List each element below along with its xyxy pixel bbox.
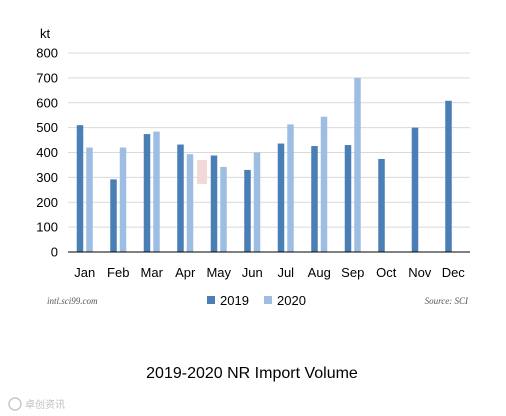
x-tick-label: Oct xyxy=(376,265,397,280)
legend-label: 2019 xyxy=(220,293,249,308)
watermark-badge-icon xyxy=(8,397,22,411)
bars xyxy=(76,77,452,253)
bar-2019-Jun xyxy=(244,169,251,252)
bar-2020-Sep xyxy=(354,77,361,252)
x-tick-label: Sep xyxy=(341,265,364,280)
x-category-labels: Jan Feb Mar Apr May Jun Jul Aug Sep Oct Nov Dec xyxy=(74,265,465,280)
y-unit-label: kt xyxy=(40,26,51,41)
x-tick-label: Aug xyxy=(308,265,331,280)
bar-2019-Apr xyxy=(177,144,184,252)
x-tick-label: Jul xyxy=(277,265,294,280)
bar-2020-Aug xyxy=(320,116,328,253)
y-tick-label: 500 xyxy=(36,120,58,135)
y-tick-label: 800 xyxy=(36,46,58,61)
x-tick-label: Dec xyxy=(442,265,466,280)
corner-watermark-text: 卓创资讯 xyxy=(25,398,65,411)
bar-2020-Jan xyxy=(86,147,93,252)
y-tick-label: 600 xyxy=(36,95,58,110)
y-tick-label: 400 xyxy=(36,145,58,160)
bar-2019-Dec xyxy=(445,100,452,252)
bar-2019-Aug xyxy=(311,146,318,252)
x-tick-label: Apr xyxy=(175,265,196,280)
bar-2019-Nov xyxy=(411,127,419,252)
x-tick-label: Nov xyxy=(408,265,432,280)
bar-2020-May xyxy=(220,166,227,252)
legend-label: 2020 xyxy=(277,293,306,308)
bar-2019-Jan xyxy=(76,125,84,252)
bar-2020-Apr xyxy=(186,154,194,252)
watermark xyxy=(197,160,207,184)
bar-2020-Jul xyxy=(287,124,294,252)
bar-2020-Mar xyxy=(153,131,160,252)
y-tick-labels: 0 100 200 300 400 500 600 700 800 xyxy=(36,46,58,260)
legend-swatch-2019 xyxy=(207,296,215,304)
bar-2019-Sep xyxy=(344,145,352,252)
bar-2020-Feb xyxy=(119,147,127,252)
source-note: Source: SCI xyxy=(425,296,469,306)
legend: 2019 2020 xyxy=(207,293,306,308)
bar-2019-Feb xyxy=(110,179,117,252)
x-tick-label: May xyxy=(206,265,231,280)
y-tick-label: 300 xyxy=(36,170,58,185)
chart-caption: 2019-2020 NR Import Volume xyxy=(146,365,358,382)
x-tick-label: Jun xyxy=(242,265,263,280)
bar-2019-Jul xyxy=(277,143,285,252)
corner-watermark: 卓创资讯 xyxy=(8,397,65,411)
site-note: intl.sci99.com xyxy=(47,296,98,306)
y-tick-label: 0 xyxy=(51,245,58,260)
y-tick-label: 100 xyxy=(36,220,58,235)
bar-2019-Mar xyxy=(143,134,151,252)
x-tick-label: Feb xyxy=(107,265,129,280)
watermark-logo-icon xyxy=(197,160,207,184)
grid-lines xyxy=(68,52,470,228)
x-tick-label: Jan xyxy=(74,265,95,280)
legend-swatch-2020 xyxy=(264,296,272,304)
bar-2020-Jun xyxy=(253,152,261,252)
y-tick-label: 700 xyxy=(36,70,58,85)
bar-2019-Oct xyxy=(378,158,385,252)
bar-2019-May xyxy=(210,155,218,252)
y-tick-label: 200 xyxy=(36,195,58,210)
x-tick-label: Mar xyxy=(141,265,164,280)
